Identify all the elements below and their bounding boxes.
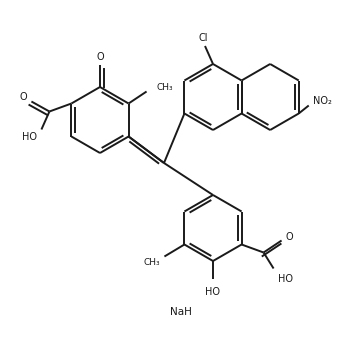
Text: Cl: Cl (198, 33, 208, 43)
Text: O: O (20, 92, 28, 102)
Text: HO: HO (23, 132, 37, 143)
Text: HO: HO (205, 287, 220, 297)
Text: NO₂: NO₂ (313, 96, 332, 106)
Text: O: O (96, 52, 104, 62)
Text: HO: HO (278, 275, 293, 284)
Text: NaH: NaH (170, 307, 192, 317)
Text: CH₃: CH₃ (144, 258, 160, 267)
Text: O: O (286, 232, 293, 242)
Text: CH₃: CH₃ (156, 83, 173, 92)
